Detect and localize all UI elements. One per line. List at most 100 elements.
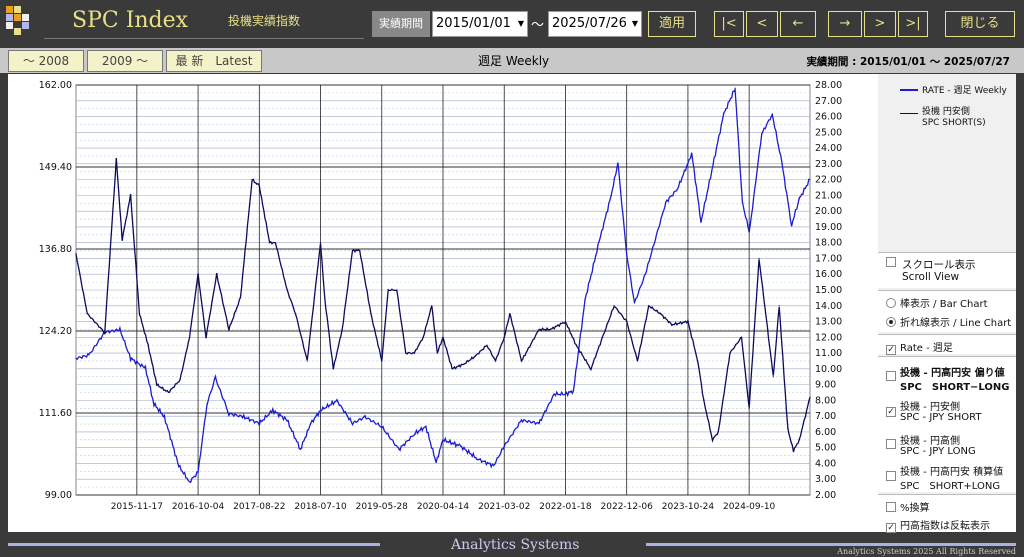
rate-point (206, 403, 208, 405)
line-chart: 2015-11-17 2016-10-04 2017-08-22 2018-07-10… (39, 80, 842, 512)
back-button[interactable]: ← (780, 11, 816, 37)
short-checkbox-row[interactable]: ✓ (886, 405, 900, 417)
y-right-tick-label: 22.00 (815, 175, 842, 186)
tab-latest[interactable]: 最 新 Latest (166, 50, 262, 72)
y-right-tick-label: 8.00 (815, 395, 836, 406)
chart-series (75, 87, 811, 484)
tab-pre-2008[interactable]: ～ 2008 (8, 50, 84, 72)
short-label-2: SPC - JPY SHORT (900, 412, 982, 423)
rate-point (214, 377, 216, 379)
footer-line-left (8, 543, 380, 546)
bias-label-2: SPC SHORT−LONG (900, 382, 1010, 393)
chart-title: 週足 Weekly (478, 54, 550, 68)
tab-post-2009[interactable]: 2009 ～ (87, 50, 163, 72)
spc-short-point (687, 320, 689, 323)
y-axis-left-labels: 99.00 111.60 124.20 136.80 149.40 162.00 (39, 80, 72, 501)
last-button[interactable]: >| (898, 11, 928, 37)
rate-point (700, 221, 702, 223)
end-date-select[interactable]: 2025/07/26 ▼ (548, 11, 642, 37)
forward-button[interactable]: → (828, 11, 862, 37)
spc-short-point (778, 305, 780, 307)
x-tick-label: 2019-05-28 (356, 502, 409, 512)
spc-short-point (341, 328, 343, 331)
start-date-select[interactable]: 2015/01/01 ▼ (432, 11, 528, 37)
checkbox-checked-icon[interactable]: ✓ (886, 523, 896, 533)
rate-point (435, 461, 437, 464)
bias-checkbox-row[interactable] (886, 371, 900, 383)
spc-short-point (798, 439, 800, 441)
checkbox-icon[interactable] (886, 502, 896, 512)
spc-short-point (590, 368, 592, 370)
rate-point (477, 458, 479, 460)
line-chart-radio[interactable]: 折れ線表示 / Line Chart (886, 314, 1011, 329)
spc-short-point (422, 336, 424, 338)
spc-short-point (486, 344, 488, 346)
legend-rate: RATE - 週足 Weekly (922, 86, 1007, 96)
logo-icon (6, 6, 36, 36)
bar-chart-radio[interactable]: 棒表示 / Bar Chart (886, 295, 988, 310)
rate-point (88, 354, 90, 356)
checkbox-icon[interactable] (886, 439, 896, 449)
rate-point (129, 357, 132, 359)
rate-point (598, 240, 600, 242)
rate-point (163, 416, 166, 418)
spc-short-point (772, 376, 774, 378)
rate-point (748, 230, 750, 233)
next-button[interactable]: > (864, 11, 896, 37)
checkbox-checked-icon[interactable]: ✓ (886, 407, 896, 417)
rate-point (178, 465, 180, 467)
spc-options-panel: 投機 - 円高円安 偏り値 SPC SHORT−LONG ✓ 投機 - 円安側 … (878, 356, 1016, 492)
percent-option[interactable]: %換算 (886, 499, 930, 514)
rate-point (228, 413, 230, 415)
rate-point (610, 195, 612, 197)
rate-point (538, 422, 540, 425)
y-right-tick-label: 14.00 (815, 301, 842, 312)
long-checkbox-row[interactable] (886, 439, 900, 451)
x-tick-label: 2022-12-06 (601, 502, 654, 512)
spc-short-point (636, 360, 639, 362)
invert-option[interactable]: ✓ 円高指数は反転表示 (886, 517, 990, 533)
y-right-tick-label: 24.00 (815, 143, 842, 154)
display-options-panel: %換算 ✓ 円高指数は反転表示 (878, 494, 1016, 533)
checkbox-icon[interactable] (886, 371, 896, 381)
y-right-tick-label: 27.00 (815, 96, 842, 107)
spc-short-point (205, 336, 207, 338)
y-right-tick-label: 10.00 (815, 364, 842, 375)
x-tick-label: 2021-03-02 (478, 502, 530, 512)
radio-selected-icon[interactable] (886, 317, 896, 327)
rate-point (144, 367, 147, 369)
rate-point (398, 448, 400, 451)
rate-point (258, 422, 260, 425)
checkbox-checked-icon[interactable]: ✓ (886, 345, 896, 355)
prev-button[interactable]: < (746, 11, 778, 37)
y-left-tick-label: 162.00 (39, 80, 72, 91)
total-checkbox-row[interactable] (886, 471, 900, 483)
rate-point (584, 299, 586, 301)
rate-point (442, 439, 444, 441)
scroll-checkbox[interactable] (886, 257, 896, 267)
y-right-tick-label: 2.00 (815, 490, 836, 501)
radio-icon[interactable] (886, 298, 896, 308)
checkbox-icon[interactable] (886, 471, 896, 481)
spc-short-point (306, 360, 308, 362)
rate-point (749, 224, 751, 226)
rate-point (723, 113, 725, 115)
spc-short-point (286, 289, 288, 291)
spc-short-point (274, 242, 277, 244)
rate-point (687, 162, 689, 164)
spc-short-point (648, 305, 650, 307)
close-button[interactable]: 閉じる (945, 11, 1015, 37)
scroll-label-2: Scroll View (902, 271, 960, 283)
y-right-tick-label: 15.00 (815, 285, 842, 296)
apply-button[interactable]: 適用 (648, 11, 696, 37)
y-left-tick-label: 111.60 (39, 408, 72, 419)
rate-option[interactable]: ✓ Rate - 週足 (886, 339, 953, 355)
start-date-value: 2015/01/01 (436, 16, 511, 31)
scroll-view-option[interactable] (886, 257, 900, 269)
y-right-tick-label: 5.00 (815, 443, 836, 454)
rate-point (553, 393, 555, 395)
rate-point (781, 162, 783, 164)
rate-point (564, 393, 567, 395)
rate-point (197, 471, 199, 473)
first-button[interactable]: |< (714, 11, 744, 37)
